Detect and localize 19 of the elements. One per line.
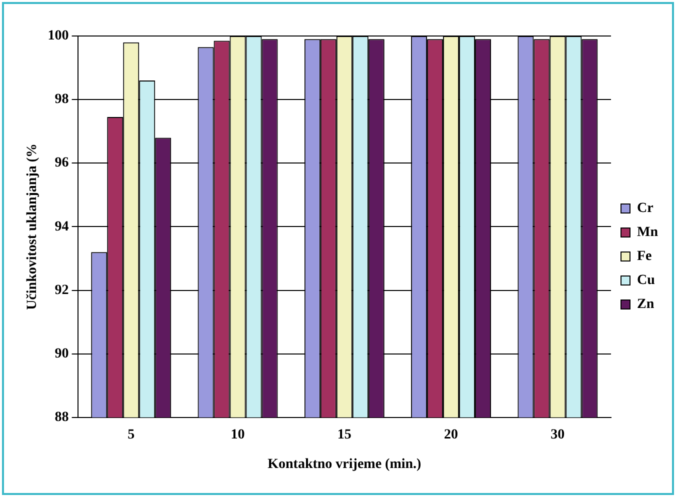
y-tick-label: 100	[48, 28, 69, 44]
y-tick-label: 90	[54, 346, 69, 362]
y-axis-title: Učinkovitost uklanjanja (%	[25, 143, 40, 310]
y-tick-label: 98	[54, 92, 69, 108]
y-tick-label: 94	[54, 219, 69, 234]
legend-label: Cr	[637, 201, 654, 216]
x-tick-label: 30	[550, 427, 565, 442]
y-tick-label: 88	[54, 410, 69, 426]
x-tick-label: 10	[230, 427, 245, 442]
legend-label: Fe	[637, 249, 652, 264]
y-tick-label: 96	[54, 156, 69, 171]
y-tick-label: 92	[54, 282, 69, 298]
legend-label: Zn	[637, 297, 654, 312]
x-tick-label: 20	[444, 427, 458, 442]
x-tick-label: 5	[128, 427, 135, 442]
legend-label: Mn	[637, 225, 658, 240]
x-axis-title: Kontaktno vrijeme (min.)	[268, 457, 422, 472]
x-tick-label: 15	[337, 427, 352, 442]
legend-label: Cu	[637, 273, 656, 288]
